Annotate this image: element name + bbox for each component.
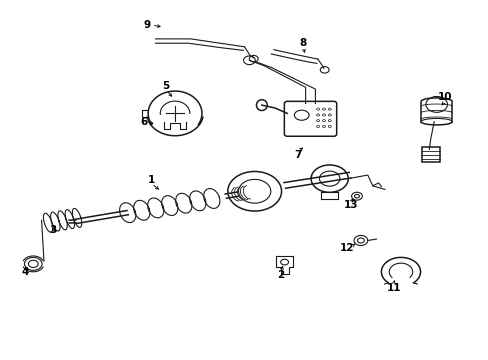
Text: 1: 1 <box>148 175 155 185</box>
Text: 12: 12 <box>339 243 354 253</box>
Text: 3: 3 <box>49 225 56 235</box>
Text: 9: 9 <box>143 20 150 30</box>
Text: 5: 5 <box>163 81 169 91</box>
Text: 13: 13 <box>343 200 358 210</box>
Text: 2: 2 <box>277 270 284 280</box>
Text: 10: 10 <box>437 92 451 102</box>
Text: 7: 7 <box>294 150 302 160</box>
Text: 6: 6 <box>141 117 147 127</box>
Text: 4: 4 <box>21 267 29 277</box>
Text: 8: 8 <box>299 38 306 48</box>
Text: 11: 11 <box>386 283 400 293</box>
Bar <box>421 147 439 162</box>
